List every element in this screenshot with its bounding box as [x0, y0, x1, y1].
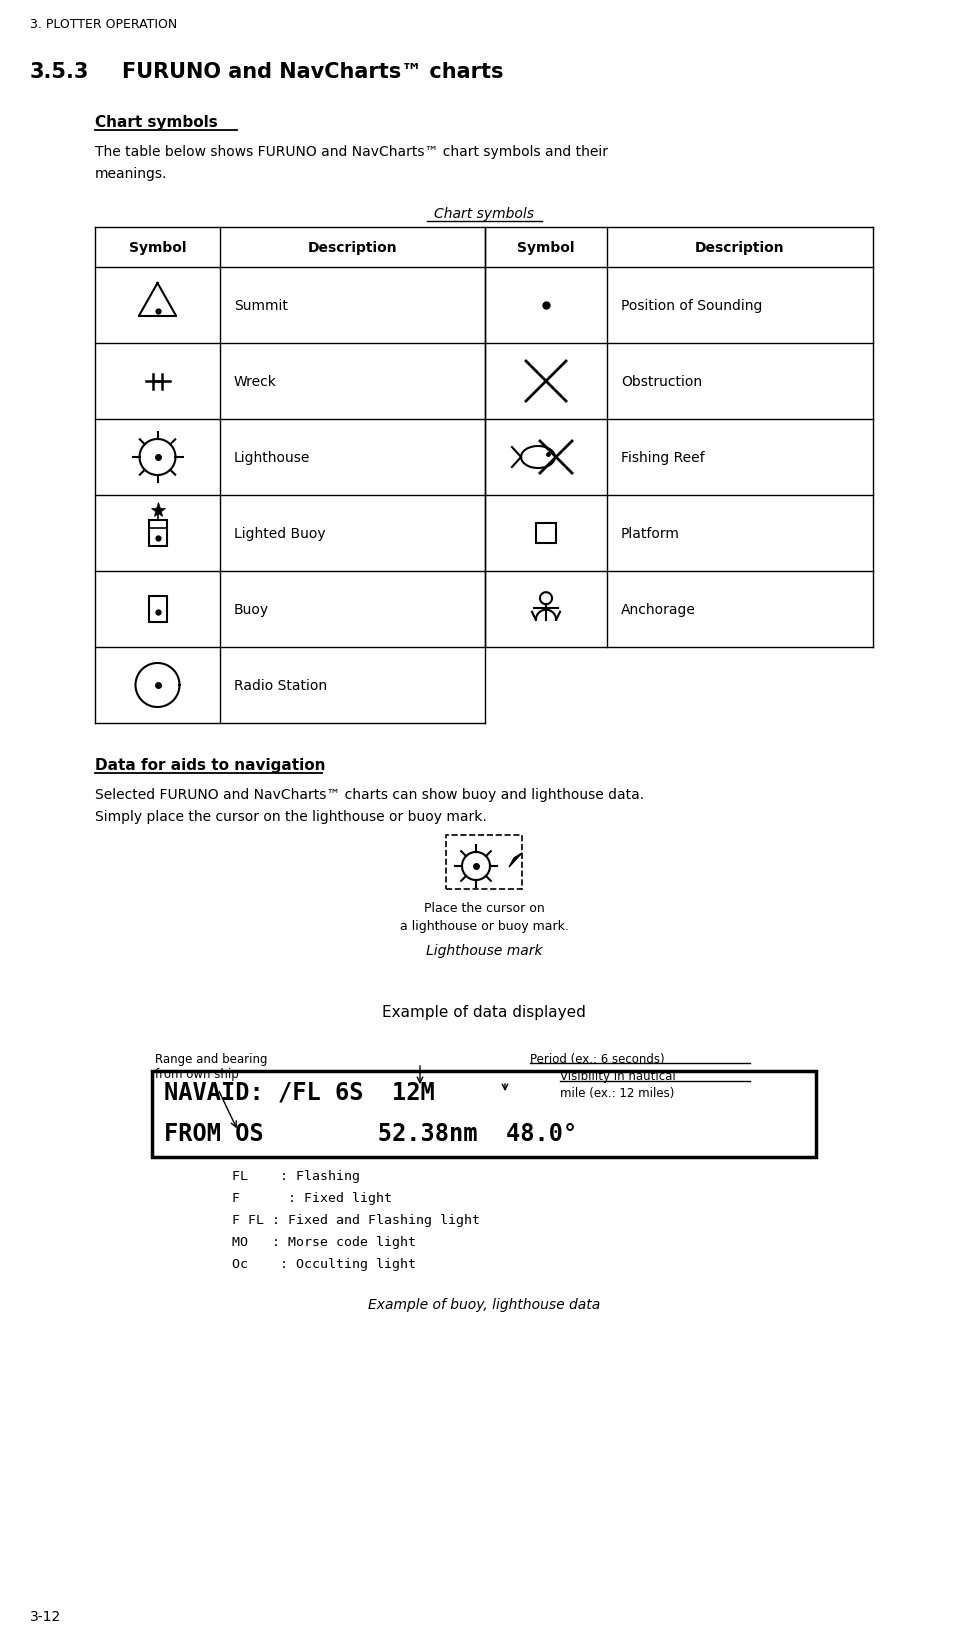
- Text: Wreck: Wreck: [234, 375, 277, 388]
- Text: FURUNO and NavCharts™ charts: FURUNO and NavCharts™ charts: [122, 62, 503, 82]
- Text: Chart symbols: Chart symbols: [95, 114, 218, 131]
- Text: Symbol: Symbol: [129, 242, 186, 255]
- Text: Oc    : Occulting light: Oc : Occulting light: [232, 1257, 416, 1270]
- Text: Example of buoy, lighthouse data: Example of buoy, lighthouse data: [368, 1297, 600, 1310]
- Text: FROM OS        52.38nm  48.0°: FROM OS 52.38nm 48.0°: [164, 1121, 577, 1146]
- Text: NAVAID: /FL 6S  12M: NAVAID: /FL 6S 12M: [164, 1079, 435, 1103]
- Text: Summit: Summit: [234, 299, 287, 313]
- Text: 3.5.3: 3.5.3: [30, 62, 89, 82]
- Text: Chart symbols: Chart symbols: [434, 207, 534, 220]
- Text: F FL : Fixed and Flashing light: F FL : Fixed and Flashing light: [232, 1213, 480, 1226]
- Text: Data for aids to navigation: Data for aids to navigation: [95, 757, 325, 772]
- Text: Selected FURUNO and NavCharts™ charts can show buoy and lighthouse data.
Simply : Selected FURUNO and NavCharts™ charts ca…: [95, 788, 644, 823]
- Text: Lighted Buoy: Lighted Buoy: [234, 527, 325, 540]
- Text: 3. PLOTTER OPERATION: 3. PLOTTER OPERATION: [30, 18, 177, 31]
- Text: Lighthouse mark: Lighthouse mark: [426, 943, 542, 958]
- Text: Anchorage: Anchorage: [621, 602, 696, 617]
- Text: Description: Description: [695, 242, 785, 255]
- Bar: [148, 521, 166, 547]
- Bar: [536, 524, 556, 543]
- Text: 3-12: 3-12: [30, 1609, 61, 1622]
- Text: Visibility in nautical
mile (ex.: 12 miles): Visibility in nautical mile (ex.: 12 mil…: [560, 1069, 676, 1100]
- Bar: [152, 1071, 816, 1157]
- Text: Description: Description: [308, 242, 397, 255]
- Text: Range and bearing
from own ship: Range and bearing from own ship: [155, 1053, 267, 1080]
- Text: Fishing Reef: Fishing Reef: [621, 450, 705, 465]
- Text: Place the cursor on
a lighthouse or buoy mark.: Place the cursor on a lighthouse or buoy…: [400, 901, 568, 932]
- Text: Radio Station: Radio Station: [234, 679, 327, 692]
- Polygon shape: [509, 854, 522, 868]
- Text: Position of Sounding: Position of Sounding: [621, 299, 763, 313]
- Bar: [148, 597, 166, 623]
- Text: Symbol: Symbol: [517, 242, 575, 255]
- Text: F      : Fixed light: F : Fixed light: [232, 1191, 392, 1204]
- Bar: [446, 836, 522, 889]
- Text: Platform: Platform: [621, 527, 680, 540]
- Text: Obstruction: Obstruction: [621, 375, 702, 388]
- Text: MO   : Morse code light: MO : Morse code light: [232, 1235, 416, 1248]
- Text: Buoy: Buoy: [234, 602, 269, 617]
- Text: Lighthouse: Lighthouse: [234, 450, 311, 465]
- Text: The table below shows FURUNO and NavCharts™ chart symbols and their
meanings.: The table below shows FURUNO and NavChar…: [95, 145, 608, 181]
- Text: FL    : Flashing: FL : Flashing: [232, 1169, 360, 1182]
- Text: Example of data displayed: Example of data displayed: [382, 1004, 586, 1020]
- Text: Period (ex.: 6 seconds): Period (ex.: 6 seconds): [530, 1053, 665, 1066]
